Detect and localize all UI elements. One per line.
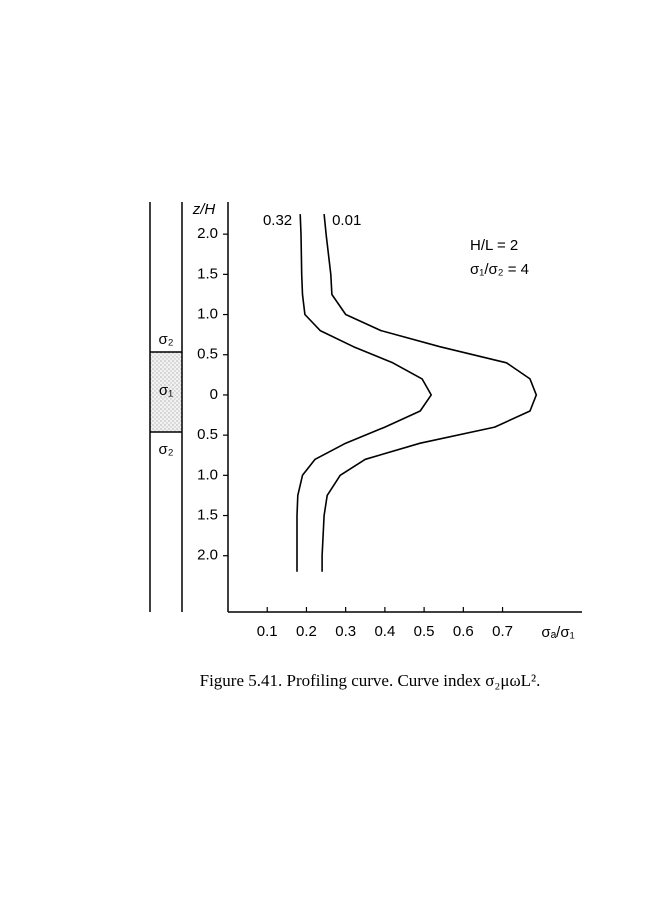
- y-tick-label: 1.5: [197, 265, 218, 282]
- y-tick-label: 1.0: [197, 306, 218, 323]
- y-axis-label: z/H: [192, 201, 216, 218]
- y-tick-label: 1.0: [197, 466, 218, 483]
- y-tick-label: 0: [210, 386, 218, 403]
- curve-label: 0.32: [263, 212, 292, 229]
- annotation: H/L = 2: [470, 237, 518, 254]
- x-tick-label: 0.5: [414, 623, 435, 640]
- x-axis-label: σₐ/σ₁: [541, 624, 574, 641]
- layer: [150, 352, 182, 432]
- x-tick-label: 0.7: [492, 623, 513, 640]
- y-tick-label: 2.0: [197, 225, 218, 242]
- y-tick-label: 1.5: [197, 506, 218, 523]
- x-tick-label: 0.4: [374, 623, 395, 640]
- curve-label: 0.01: [332, 212, 361, 229]
- schematic-label: σ₂: [158, 441, 173, 458]
- x-tick-label: 0.3: [335, 623, 356, 640]
- schematic-label: σ₂: [158, 331, 173, 348]
- caption: Figure 5.41. Profiling curve. Curve inde…: [200, 671, 541, 690]
- y-tick-label: 2.0: [197, 547, 218, 564]
- annotation: σ₁/σ₂ = 4: [470, 261, 529, 278]
- schematic: σ₂ σ₁ σ₂: [149, 202, 183, 612]
- y-tick-label: 0.5: [197, 346, 218, 363]
- x-tick-label: 0.1: [257, 623, 278, 640]
- curve: [321, 214, 538, 572]
- y-tick-label: 0.5: [197, 426, 218, 443]
- curve: [296, 214, 432, 572]
- schematic-label: σ₁: [159, 382, 173, 399]
- x-tick-label: 0.2: [296, 623, 317, 640]
- x-tick-label: 0.6: [453, 623, 474, 640]
